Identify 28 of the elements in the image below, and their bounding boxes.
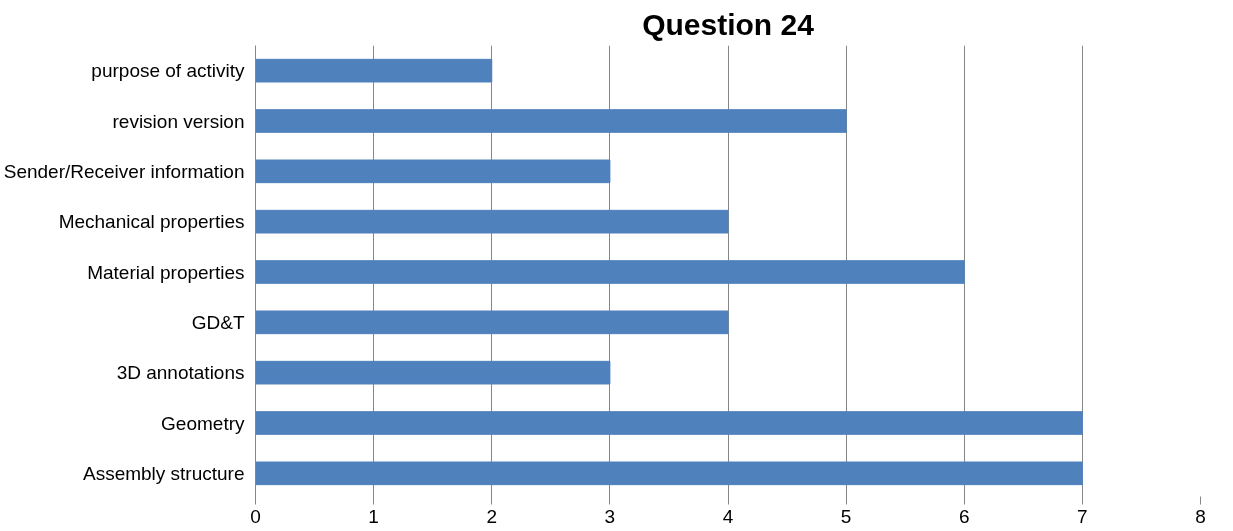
y-tick-label: purpose of activity: [91, 60, 245, 82]
x-tick-label: 4: [722, 505, 734, 527]
y-tick-label: Geometry: [161, 412, 245, 434]
bar: [255, 461, 1083, 486]
x-tick-label: 2: [486, 505, 498, 527]
bar: [255, 159, 611, 184]
bar: [255, 310, 729, 335]
bar: [255, 360, 611, 385]
bar: [255, 109, 847, 133]
y-tick-label: Sender/Receiver information: [3, 160, 245, 182]
x-tick-label: 5: [840, 505, 852, 527]
x-tick-label: 0: [250, 505, 261, 527]
x-tick-label: 7: [1077, 505, 1088, 527]
y-tick-label: Material properties: [87, 261, 245, 283]
y-tick-label: 3D annotations: [116, 362, 245, 384]
chart-title: Question 24: [642, 7, 815, 41]
y-tick-label: GD&T: [191, 311, 245, 333]
x-tick-label: 3: [604, 505, 616, 527]
bar: [255, 260, 965, 284]
bar: [255, 209, 729, 234]
x-tick-label: 6: [958, 505, 970, 527]
bar: [255, 411, 1083, 435]
y-tick-label: Mechanical properties: [58, 211, 245, 233]
y-tick-label: Assembly structure: [82, 462, 245, 484]
x-tick-label: 8: [1195, 505, 1206, 527]
y-tick-label: revision version: [112, 110, 245, 132]
bar: [255, 58, 493, 83]
x-tick-label: 1: [368, 505, 379, 527]
